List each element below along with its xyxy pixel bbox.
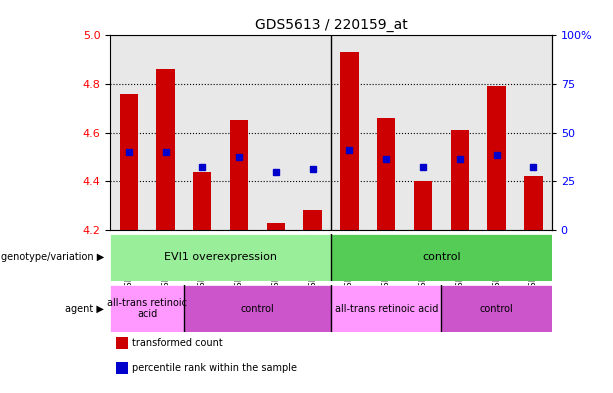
Text: all-trans retinoic acid: all-trans retinoic acid (335, 303, 438, 314)
Text: EVI1 overexpression: EVI1 overexpression (164, 252, 277, 263)
Bar (110, 285, 184, 332)
Bar (451, 130, 469, 230)
Text: transformed count: transformed count (132, 338, 223, 348)
Bar (303, 210, 322, 230)
Title: GDS5613 / 220159_at: GDS5613 / 220159_at (254, 18, 408, 31)
Bar (331, 285, 441, 332)
Bar (193, 171, 211, 230)
Bar (267, 222, 285, 230)
Text: control: control (422, 252, 461, 263)
Text: all-trans retinoic
acid: all-trans retinoic acid (107, 298, 187, 319)
Bar (230, 121, 248, 230)
Bar (414, 181, 432, 230)
Bar (524, 176, 543, 230)
Bar (120, 94, 138, 230)
Text: percentile rank within the sample: percentile rank within the sample (132, 363, 297, 373)
Text: genotype/variation ▶: genotype/variation ▶ (1, 252, 104, 263)
Text: control: control (479, 303, 514, 314)
Bar (110, 234, 331, 281)
Bar (441, 285, 552, 332)
Bar (331, 234, 552, 281)
Text: agent ▶: agent ▶ (66, 303, 104, 314)
Bar (487, 86, 506, 230)
Bar (156, 70, 175, 230)
Bar (184, 285, 331, 332)
Text: control: control (240, 303, 275, 314)
Bar (340, 52, 359, 230)
Bar (377, 118, 395, 230)
